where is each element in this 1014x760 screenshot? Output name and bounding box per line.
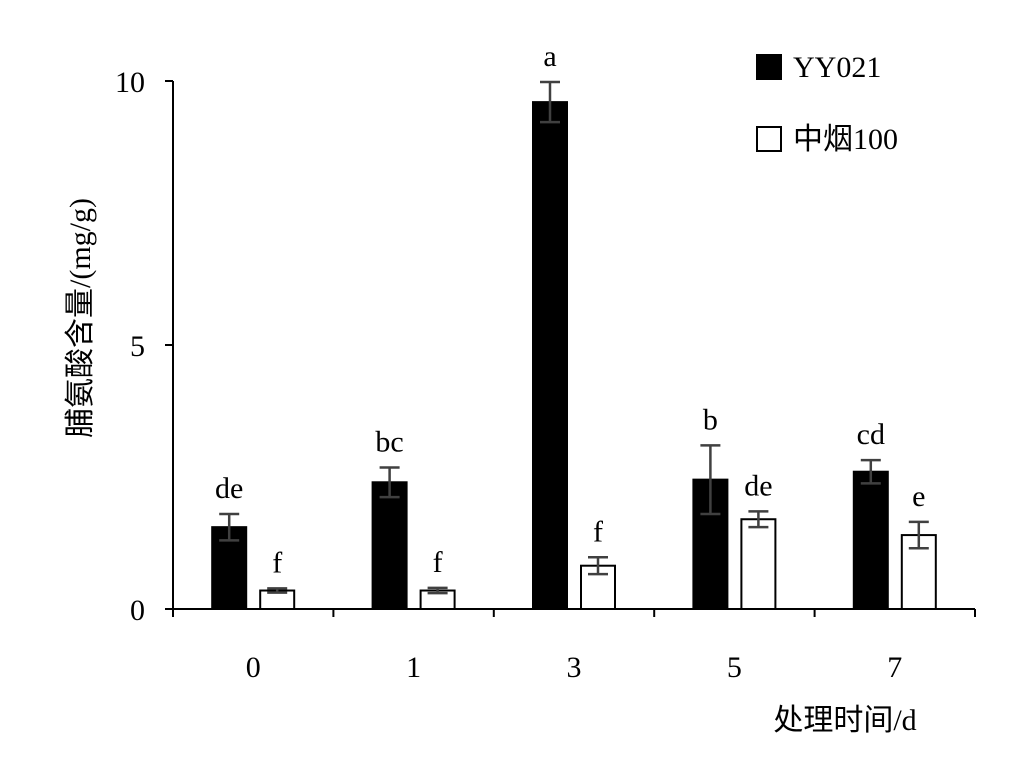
significance-letter: f xyxy=(593,515,603,548)
y-tick-label: 0 xyxy=(130,594,145,627)
y-axis: 0 5 10 xyxy=(115,66,174,627)
significance-letter: bc xyxy=(375,425,403,458)
x-tick-label: 0 xyxy=(246,651,261,684)
significance-letter: cd xyxy=(857,418,885,451)
x-tick-label: 5 xyxy=(727,651,742,684)
x-tick-label: 1 xyxy=(406,651,421,684)
significance-letter: de xyxy=(744,469,772,502)
legend-label: 中烟100 xyxy=(793,123,898,156)
bars xyxy=(211,101,937,611)
x-tick-label: 3 xyxy=(567,651,582,684)
significance-letter: a xyxy=(543,40,556,73)
legend-label: YY021 xyxy=(793,51,881,84)
legend-swatch-zhongyan100 xyxy=(756,126,782,152)
significance-letter: e xyxy=(912,480,925,513)
y-tick-label: 10 xyxy=(115,66,145,99)
significance-letter: b xyxy=(703,403,718,436)
y-axis-title: 脯氨酸含量/(mg/g) xyxy=(64,198,97,438)
y-tick-label: 5 xyxy=(130,330,145,363)
significance-letter: f xyxy=(272,546,282,579)
bar-yy021 xyxy=(532,101,568,611)
legend: YY021 中烟100 xyxy=(756,51,898,156)
bar-yy021 xyxy=(371,481,408,610)
bar-zhongyan100 xyxy=(740,518,777,610)
significance-letter: f xyxy=(433,546,443,579)
error-bars xyxy=(219,80,929,595)
significance-letter: de xyxy=(215,472,243,505)
legend-swatch-yy021 xyxy=(756,54,782,80)
x-tick-label: 7 xyxy=(887,651,902,684)
x-axis: 0 1 3 5 7 xyxy=(172,608,976,684)
significance-labels: de bc a b cd f f f de e xyxy=(215,40,925,579)
bar-yy021 xyxy=(852,470,889,610)
x-axis-title: 处理时间/d xyxy=(773,704,916,737)
